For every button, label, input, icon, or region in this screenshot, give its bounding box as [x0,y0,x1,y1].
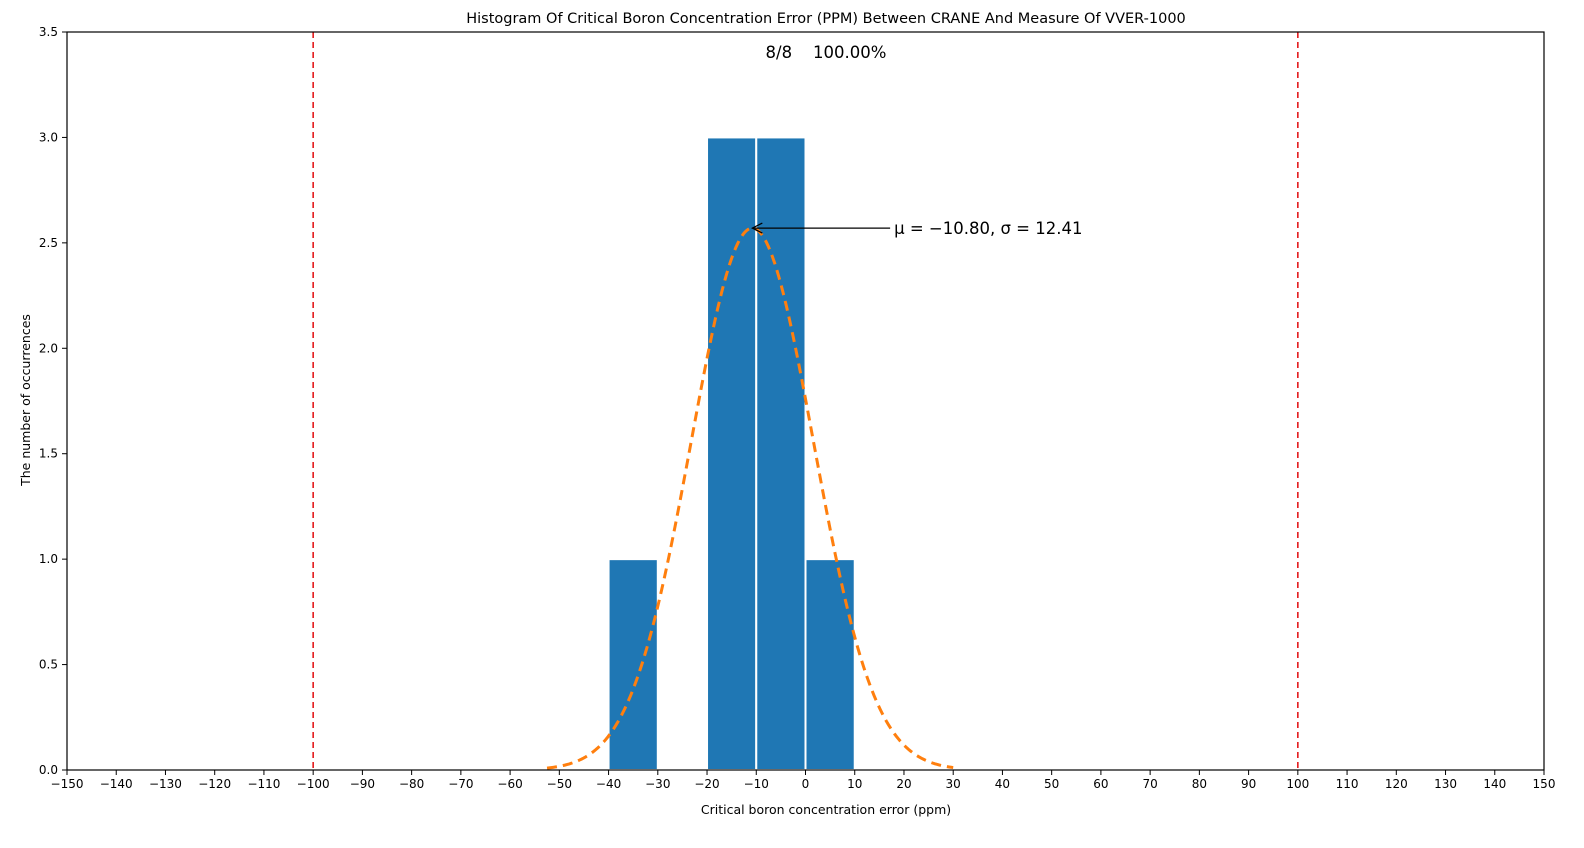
x-tick-label: −10 [744,777,769,791]
histogram-bar [804,558,856,772]
y-tick-label: 0.0 [39,763,58,777]
chart-title: Histogram Of Critical Boron Concentratio… [466,11,1186,27]
x-tick-label: 140 [1483,777,1506,791]
x-tick-label: −30 [645,777,670,791]
x-tick-label: 150 [1533,777,1556,791]
x-tick-label: 50 [1044,777,1059,791]
x-tick-label: −140 [100,777,133,791]
x-tick-label: 60 [1093,777,1108,791]
x-tick-label: −130 [149,777,182,791]
y-axis-label: The number of occurrences [18,314,33,487]
x-tick-label: 0 [802,777,810,791]
y-tick-label: 3.5 [39,25,58,39]
x-axis-label: Critical boron concentration error (ppm) [701,802,951,817]
plot-area: −150 −140 −130 −120 −110 −100 −90 −80 −70 −60 −50−… [39,25,1556,791]
x-tick-label: −40 [596,777,621,791]
x-tick-label: −60 [497,777,522,791]
x-tick-label: −80 [399,777,424,791]
summary-annotation: 8/8 100.00% [766,43,887,62]
x-tick-label: −70 [448,777,473,791]
histogram-bar [755,136,807,771]
x-tick-label: 20 [896,777,911,791]
x-tick-label: 120 [1385,777,1408,791]
histogram-bar [706,136,758,771]
annotation-arrow-head [750,222,763,234]
fit-parameters-label: μ = −10.80, σ = 12.41 [894,219,1082,238]
histogram-bar [607,558,659,772]
x-tick-label: −50 [547,777,572,791]
x-tick-label: 130 [1434,777,1457,791]
x-tick-label: 90 [1241,777,1256,791]
x-tick-label: −20 [694,777,719,791]
normal-fit-curve [546,226,954,770]
x-tick-label: −120 [198,777,231,791]
y-tick-label: 0.5 [39,658,58,672]
y-tick-label: 3.0 [39,130,58,144]
x-tick-label: −100 [297,777,330,791]
x-tick-label: 30 [946,777,961,791]
x-tick-label: 10 [847,777,862,791]
x-tick-label: 80 [1192,777,1207,791]
x-tick-label: 40 [995,777,1010,791]
y-tick-label: 2.5 [39,236,58,250]
y-tick-label: 2.0 [39,341,58,355]
y-tick-label: 1.5 [39,447,58,461]
x-tick-label: 100 [1286,777,1309,791]
x-tick-label: −110 [247,777,280,791]
x-tick-label: 110 [1336,777,1359,791]
x-tick-label: −90 [350,777,375,791]
x-tick-label: 70 [1142,777,1157,791]
y-tick-label: 1.0 [39,552,58,566]
x-tick-label: −150 [51,777,84,791]
